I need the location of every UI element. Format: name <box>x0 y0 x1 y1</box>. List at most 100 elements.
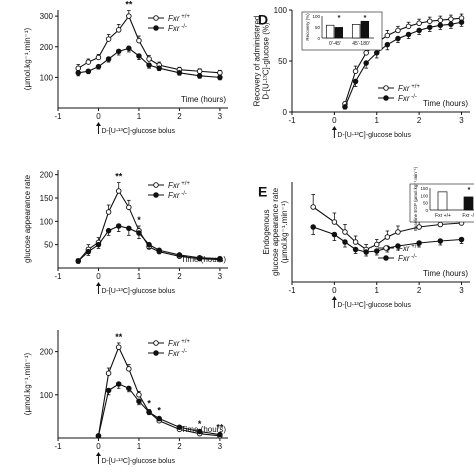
x-tick-label: 2 <box>177 112 182 121</box>
data-point <box>176 70 183 76</box>
inset-category-label: Fxr +/+ <box>435 213 451 219</box>
bolus-annotation: D-[U-¹³C]-glucose bolus <box>337 132 411 139</box>
data-point <box>458 236 465 243</box>
significance-star: ** <box>125 0 133 10</box>
data-point <box>126 204 132 211</box>
inset-star: * <box>338 15 341 22</box>
axes <box>55 170 228 271</box>
data-point <box>196 73 203 79</box>
significance-star: ** <box>216 423 224 433</box>
x-tick-label: 2 <box>417 286 422 295</box>
series-knockout <box>75 223 223 264</box>
data-point <box>196 254 203 261</box>
inset-tick-label: 100 <box>312 14 320 19</box>
inset-bar <box>325 24 335 39</box>
data-point <box>126 225 132 232</box>
data-point <box>156 247 162 254</box>
legend-label: Fxr +/+ <box>398 244 420 253</box>
y-axis-label: (µmol.kg⁻¹.min⁻¹) <box>23 352 32 415</box>
legend-marker <box>383 85 389 91</box>
x-tick-label: 3 <box>218 272 223 281</box>
inset-tick-label: 0 <box>425 208 428 213</box>
data-point <box>405 23 412 30</box>
data-point <box>196 428 203 435</box>
significance-star: * <box>198 419 202 429</box>
data-point <box>374 241 380 248</box>
y-tick-label: 150 <box>40 194 54 203</box>
data-point <box>85 59 92 65</box>
data-point <box>416 27 422 34</box>
significance-star: ** <box>115 172 123 182</box>
data-point <box>448 16 454 22</box>
inset-y-label: Baseline EGP (µmol.kg⁻¹.min⁻¹) <box>413 166 418 231</box>
data-point <box>217 70 223 76</box>
y-axis-label: glucose appearance rate <box>23 174 32 263</box>
x-axis-label: Time (hours) <box>181 255 226 264</box>
bolus-annotation: D-[U-¹³C]-glucose bolus <box>101 458 175 465</box>
data-point <box>115 27 122 33</box>
legend-label: Fxr -/- <box>398 94 417 103</box>
y-tick-label: 100 <box>274 6 288 15</box>
inset-bar <box>351 24 361 39</box>
data-point <box>352 78 359 85</box>
inset-star: * <box>364 15 367 22</box>
legend: Fxr +/+Fxr -/- <box>148 181 190 200</box>
data-point <box>416 224 422 230</box>
data-point <box>75 258 81 264</box>
x-tick-label: 2 <box>177 272 182 281</box>
inset-tick-label: 150 <box>420 186 428 191</box>
y-tick-label: 0 <box>283 108 288 117</box>
x-axis-label: Time (hours) <box>181 425 226 434</box>
data-point <box>105 36 112 42</box>
data-point <box>437 221 444 228</box>
bolus-arrow-head <box>95 282 101 286</box>
series-wildtype <box>95 342 223 439</box>
panel-c: -1 0 1 2 3 100 200 Time (hours) D-[U-¹³C]-glucos… <box>23 330 228 465</box>
x-tick-label: 2 <box>177 442 182 451</box>
y-tick-label: 200 <box>40 43 54 52</box>
data-point <box>136 53 142 59</box>
legend-marker <box>383 245 389 251</box>
data-point <box>126 13 132 19</box>
data-point <box>156 65 162 71</box>
data-point <box>384 32 391 39</box>
data-point <box>95 63 102 70</box>
legend-label: Fxr +/+ <box>398 84 420 93</box>
data-point <box>395 243 401 249</box>
inset-category-label: 45'-180' <box>352 41 370 47</box>
data-point <box>95 54 102 61</box>
data-point <box>105 370 112 376</box>
y-tick-label: 200 <box>40 348 54 357</box>
data-point <box>363 50 369 56</box>
legend-marker <box>153 15 159 21</box>
y-tick-label: 50 <box>278 57 287 66</box>
x-tick-label: 0 <box>332 116 337 125</box>
data-point <box>136 37 142 44</box>
data-point <box>136 392 142 398</box>
data-point <box>352 68 359 74</box>
inset-bar <box>334 27 344 39</box>
legend: Fxr +/+Fxr -/- <box>148 14 190 33</box>
data-point <box>156 415 162 422</box>
legend-marker <box>153 192 159 198</box>
axes <box>55 330 228 441</box>
data-point <box>146 241 152 248</box>
bolus-arrow-head <box>95 122 101 126</box>
data-point <box>146 409 152 415</box>
data-point <box>176 252 183 258</box>
data-point <box>384 41 391 48</box>
series-knockout <box>75 45 223 81</box>
data-point <box>217 74 223 81</box>
data-point <box>458 19 465 25</box>
data-point <box>126 366 132 372</box>
data-point <box>85 248 92 255</box>
significance-star: ** <box>115 332 123 342</box>
series-knockout <box>95 381 223 439</box>
y-tick-label: 50 <box>44 241 53 250</box>
x-tick-label: -1 <box>54 272 62 281</box>
x-tick-label: 3 <box>218 442 223 451</box>
legend-label: Fxr +/+ <box>168 339 190 348</box>
legend-label: Fxr +/+ <box>168 181 190 190</box>
data-point <box>115 188 122 194</box>
